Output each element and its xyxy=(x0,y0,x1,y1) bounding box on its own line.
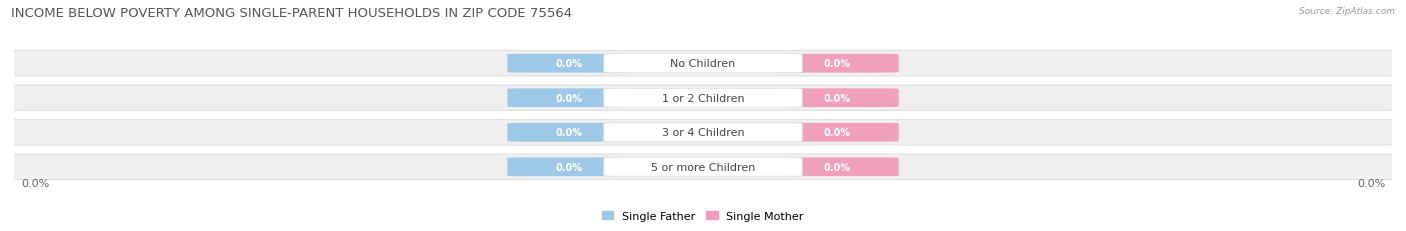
FancyBboxPatch shape xyxy=(603,158,803,176)
FancyBboxPatch shape xyxy=(603,55,803,73)
FancyBboxPatch shape xyxy=(7,86,1399,111)
Text: 3 or 4 Children: 3 or 4 Children xyxy=(662,128,744,138)
Text: 0.0%: 0.0% xyxy=(824,59,851,69)
Text: 0.0%: 0.0% xyxy=(824,93,851,103)
Text: No Children: No Children xyxy=(671,59,735,69)
Text: 0.0%: 0.0% xyxy=(555,128,582,138)
FancyBboxPatch shape xyxy=(776,55,898,73)
Text: INCOME BELOW POVERTY AMONG SINGLE-PARENT HOUSEHOLDS IN ZIP CODE 75564: INCOME BELOW POVERTY AMONG SINGLE-PARENT… xyxy=(11,7,572,20)
Text: 0.0%: 0.0% xyxy=(21,178,49,188)
Text: 0.0%: 0.0% xyxy=(1357,178,1385,188)
FancyBboxPatch shape xyxy=(776,89,898,108)
FancyBboxPatch shape xyxy=(508,55,630,73)
Legend: Single Father, Single Mother: Single Father, Single Mother xyxy=(598,206,808,225)
FancyBboxPatch shape xyxy=(508,89,630,108)
FancyBboxPatch shape xyxy=(603,123,803,142)
Text: 0.0%: 0.0% xyxy=(555,93,582,103)
Text: 0.0%: 0.0% xyxy=(555,162,582,172)
FancyBboxPatch shape xyxy=(603,89,803,108)
FancyBboxPatch shape xyxy=(508,123,630,142)
FancyBboxPatch shape xyxy=(776,123,898,142)
Text: 0.0%: 0.0% xyxy=(824,128,851,138)
FancyBboxPatch shape xyxy=(7,51,1399,77)
Text: 0.0%: 0.0% xyxy=(555,59,582,69)
FancyBboxPatch shape xyxy=(7,120,1399,145)
FancyBboxPatch shape xyxy=(7,154,1399,180)
Text: Source: ZipAtlas.com: Source: ZipAtlas.com xyxy=(1299,7,1395,16)
FancyBboxPatch shape xyxy=(776,158,898,176)
Text: 0.0%: 0.0% xyxy=(824,162,851,172)
Text: 5 or more Children: 5 or more Children xyxy=(651,162,755,172)
FancyBboxPatch shape xyxy=(508,158,630,176)
Text: 1 or 2 Children: 1 or 2 Children xyxy=(662,93,744,103)
